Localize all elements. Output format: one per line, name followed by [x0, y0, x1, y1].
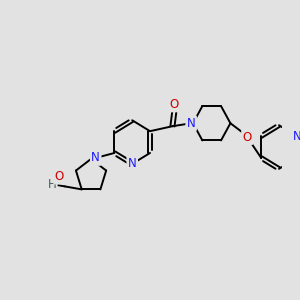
Text: O: O	[170, 98, 179, 111]
Text: N: N	[187, 117, 196, 130]
Text: N: N	[292, 130, 300, 142]
Text: H: H	[47, 178, 56, 191]
Text: N: N	[128, 158, 136, 170]
Text: O: O	[243, 130, 252, 144]
Text: N: N	[92, 152, 100, 164]
Text: O: O	[55, 170, 64, 183]
